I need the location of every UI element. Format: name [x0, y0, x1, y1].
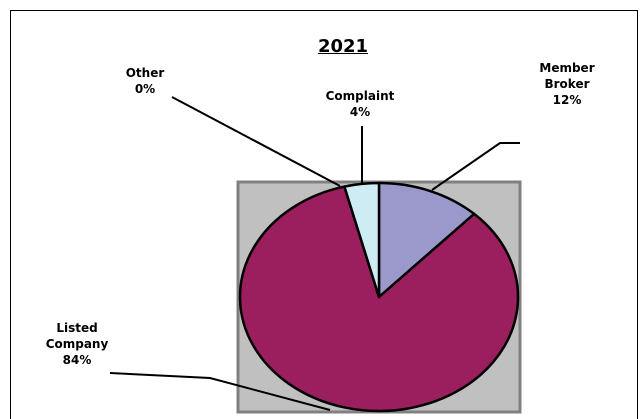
value-label: 84% [62, 353, 92, 367]
value-label: 4% [349, 105, 371, 119]
leader-line [109, 372, 331, 411]
value-label: 12% [552, 93, 582, 107]
leader-line [171, 96, 341, 187]
category-label: Listed Company [45, 321, 109, 351]
leader-lines [109, 96, 520, 411]
pie-slice [377, 181, 476, 299]
slice-label: Other 0% [100, 65, 190, 97]
slice-label: Listed Company 84% [22, 320, 132, 368]
chart-title: 2021 [317, 36, 369, 57]
slice-label: Complaint 4% [300, 88, 420, 120]
pie [238, 181, 520, 413]
slice-label: Member Broker 12% [512, 60, 622, 108]
pie-slice [238, 185, 520, 413]
leader-line [431, 142, 520, 191]
value-label: 0% [134, 82, 156, 96]
category-label: Complaint [325, 89, 395, 103]
category-label: Other [125, 66, 165, 80]
category-label: Member Broker [539, 61, 595, 91]
